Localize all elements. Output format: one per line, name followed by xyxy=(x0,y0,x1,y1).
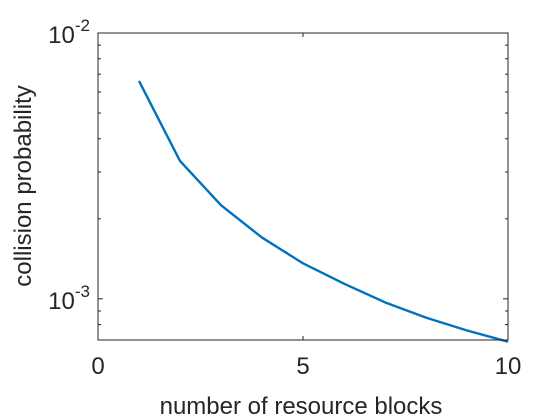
x-ticks: 0 5 10 xyxy=(91,33,521,380)
y-axis-label: collision probability xyxy=(10,85,37,286)
x-tick-label: 5 xyxy=(296,353,309,380)
series-layer xyxy=(137,80,509,343)
y-ticks: 10-2 10-3 xyxy=(48,16,508,341)
x-tick-label: 10 xyxy=(495,353,522,380)
y-tick-label: 10-2 xyxy=(48,16,90,49)
x-tick-label: 0 xyxy=(91,353,104,380)
y-tick-label: 10-3 xyxy=(48,282,90,315)
plot-area xyxy=(98,33,508,340)
series-line-0 xyxy=(137,80,509,343)
x-axis-label: number of resource blocks xyxy=(160,393,443,420)
